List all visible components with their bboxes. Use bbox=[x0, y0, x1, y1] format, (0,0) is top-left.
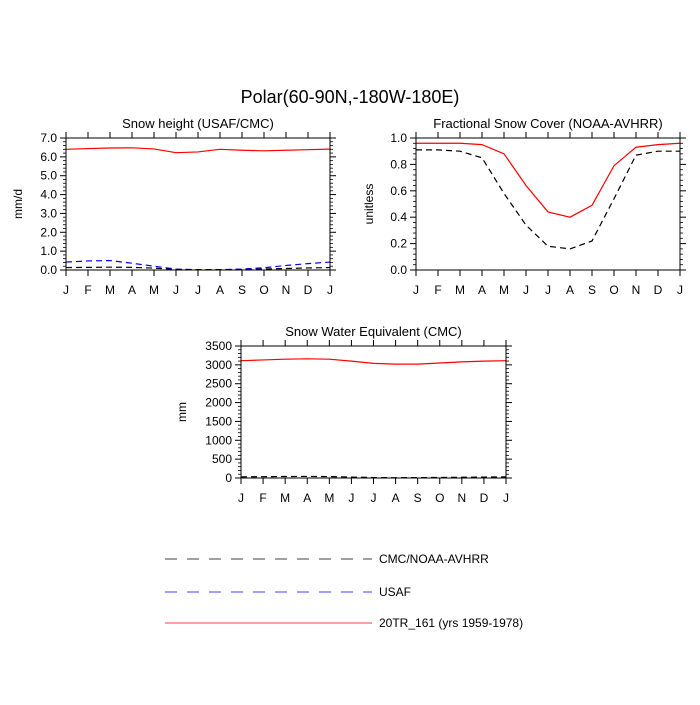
x-tick-label: M bbox=[499, 283, 509, 297]
x-tick-label: F bbox=[259, 491, 266, 505]
plot-frame bbox=[65, 137, 331, 271]
series-line-cmc-noaa-avhrr bbox=[65, 266, 331, 271]
series-line-cmc-noaa-avhrr bbox=[416, 149, 680, 250]
y-axis-label: mm/d bbox=[11, 189, 25, 219]
x-tick-label: M bbox=[105, 283, 115, 297]
x-tick-label: D bbox=[654, 283, 663, 297]
series-line-20tr-161-yrs-1959-1978 bbox=[65, 147, 331, 154]
legend-label: CMC/NOAA-AVHRR bbox=[379, 552, 489, 566]
y-tick-label: 3000 bbox=[205, 358, 232, 372]
x-tick-label: N bbox=[632, 283, 641, 297]
y-tick-label: 7.0 bbox=[40, 131, 57, 145]
x-tick-label: S bbox=[238, 283, 246, 297]
x-tick-label: A bbox=[478, 283, 486, 297]
x-tick-label: A bbox=[566, 283, 574, 297]
y-tick-label: 0 bbox=[225, 471, 232, 485]
y-tick-label: 1.0 bbox=[40, 244, 57, 258]
legend-label: USAF bbox=[379, 585, 411, 599]
y-tick-label: 3500 bbox=[205, 339, 232, 353]
y-ticks: 0 500 1000 1500 2000 2500 3000 3500 bbox=[205, 339, 512, 485]
y-tick-label: 5.0 bbox=[40, 169, 57, 183]
legend-item: USAF bbox=[165, 585, 411, 599]
x-tick-label: J bbox=[195, 283, 201, 297]
y-tick-label: 6.0 bbox=[40, 150, 57, 164]
y-tick-label: 0.0 bbox=[390, 263, 407, 277]
x-tick-label: D bbox=[304, 283, 313, 297]
y-tick-label: 4.0 bbox=[40, 188, 57, 202]
x-tick-label: J bbox=[348, 491, 354, 505]
plot-frame bbox=[415, 137, 681, 271]
y-tick-label: 0.2 bbox=[390, 237, 407, 251]
x-tick-label: A bbox=[392, 491, 400, 505]
y-tick-label: 0.4 bbox=[390, 210, 407, 224]
figure-title: Polar(60-90N,-180W-180E) bbox=[241, 87, 460, 107]
panels: Snow height (USAF/CMC) mm/d 0.0 1.0 2.0 3.0 4.… bbox=[11, 116, 686, 505]
legend-label: 20TR_161 (yrs 1959-1978) bbox=[379, 616, 523, 630]
y-tick-label: 2000 bbox=[205, 396, 232, 410]
x-tick-label: J bbox=[545, 283, 551, 297]
series-group bbox=[240, 358, 507, 479]
y-axis-label: unitless bbox=[362, 184, 376, 225]
y-tick-label: 2500 bbox=[205, 377, 232, 391]
x-tick-label: J bbox=[238, 491, 244, 505]
y-tick-label: 0.0 bbox=[40, 263, 57, 277]
y-tick-label: 2.0 bbox=[40, 225, 57, 239]
y-tick-label: 1.0 bbox=[390, 131, 407, 145]
x-tick-label: J bbox=[63, 283, 69, 297]
y-tick-label: 1500 bbox=[205, 414, 232, 428]
y-axis-label: mm bbox=[175, 402, 189, 422]
x-tick-label: J bbox=[677, 283, 683, 297]
series-line-20tr-161-yrs-1959-1978 bbox=[416, 142, 681, 218]
x-tick-label: J bbox=[523, 283, 529, 297]
panel-title: Snow Water Equivalent (CMC) bbox=[285, 324, 462, 339]
x-tick-label: J bbox=[327, 283, 333, 297]
x-tick-label: S bbox=[588, 283, 596, 297]
x-tick-label: F bbox=[84, 283, 91, 297]
x-tick-label: M bbox=[149, 283, 159, 297]
legend-item: 20TR_161 (yrs 1959-1978) bbox=[165, 616, 523, 630]
y-tick-label: 0.8 bbox=[390, 157, 407, 171]
y-ticks: 0.0 1.0 2.0 3.0 4.0 5.0 6.0 7.0 bbox=[40, 131, 336, 277]
panel-1: Snow height (USAF/CMC) mm/d 0.0 1.0 2.0 3.0 4.… bbox=[11, 116, 336, 297]
x-tick-label: O bbox=[435, 491, 444, 505]
y-tick-label: 3.0 bbox=[40, 206, 57, 220]
x-tick-label: A bbox=[128, 283, 136, 297]
panel-2: Fractional Snow Cover (NOAA-AVHRR) unitle… bbox=[362, 116, 686, 297]
legend: CMC/NOAA-AVHRR USAF 20TR_161 (yrs 1959-197… bbox=[165, 552, 523, 630]
x-tick-label: D bbox=[480, 491, 489, 505]
x-tick-label: O bbox=[609, 283, 618, 297]
x-tick-label: N bbox=[282, 283, 291, 297]
series-group bbox=[416, 142, 681, 250]
x-tick-label: J bbox=[413, 283, 419, 297]
x-tick-label: J bbox=[503, 491, 509, 505]
x-tick-label: A bbox=[216, 283, 224, 297]
plot-frame bbox=[240, 345, 507, 479]
panel-title: Fractional Snow Cover (NOAA-AVHRR) bbox=[433, 116, 662, 131]
x-tick-label: M bbox=[280, 491, 290, 505]
x-tick-label: M bbox=[455, 283, 465, 297]
y-tick-label: 500 bbox=[212, 452, 232, 466]
y-tick-label: 0.6 bbox=[390, 184, 407, 198]
y-ticks: 0.0 0.2 0.4 0.6 0.8 1.0 bbox=[390, 131, 686, 277]
x-tick-label: J bbox=[173, 283, 179, 297]
y-tick-label: 1000 bbox=[205, 433, 232, 447]
x-tick-label: A bbox=[303, 491, 311, 505]
x-tick-label: M bbox=[324, 491, 334, 505]
series-group bbox=[65, 147, 331, 271]
x-tick-label: O bbox=[259, 283, 268, 297]
panel-3: Snow Water Equivalent (CMC) mm 0 500 1000 150… bbox=[175, 324, 512, 505]
x-tick-label: J bbox=[371, 491, 377, 505]
x-tick-label: S bbox=[414, 491, 422, 505]
panel-title: Snow height (USAF/CMC) bbox=[122, 116, 274, 131]
x-tick-label: N bbox=[457, 491, 466, 505]
legend-item: CMC/NOAA-AVHRR bbox=[165, 552, 489, 566]
x-tick-label: F bbox=[434, 283, 441, 297]
series-line-20tr-161-yrs-1959-1978 bbox=[240, 358, 507, 365]
